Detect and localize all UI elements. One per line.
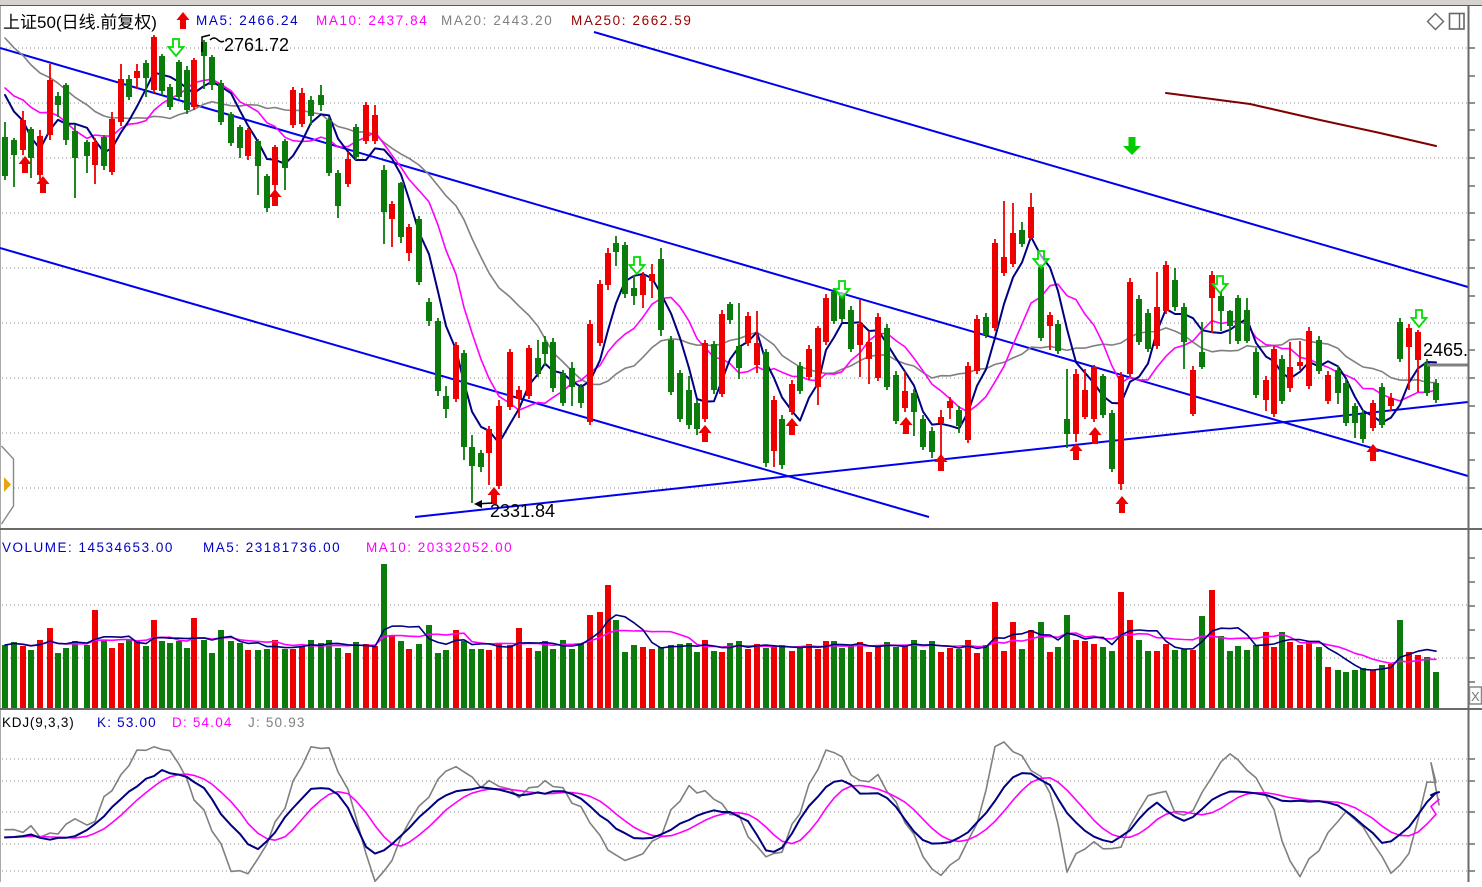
svg-text:MA10: 2437.84: MA10: 2437.84 — [316, 13, 428, 28]
svg-text:2331.84: 2331.84 — [490, 501, 555, 521]
svg-text:2761.72: 2761.72 — [224, 35, 289, 55]
svg-text:MA250: 2662.59: MA250: 2662.59 — [571, 13, 692, 28]
svg-text:MA5: 2466.24: MA5: 2466.24 — [196, 13, 299, 28]
svg-text:上证50(日线.前复权): 上证50(日线.前复权) — [3, 13, 157, 32]
svg-text:J: 50.93: J: 50.93 — [248, 715, 306, 730]
svg-text:MA20: 2443.20: MA20: 2443.20 — [441, 13, 553, 28]
svg-text:MA10: 20332052.00: MA10: 20332052.00 — [366, 540, 513, 555]
svg-text:MA5: 23181736.00: MA5: 23181736.00 — [203, 540, 341, 555]
svg-text:X: X — [1471, 689, 1480, 704]
svg-text:2465.: 2465. — [1423, 340, 1468, 360]
svg-text:K: 53.00: K: 53.00 — [97, 715, 157, 730]
svg-text:KDJ(9,3,3): KDJ(9,3,3) — [2, 715, 75, 730]
svg-text:D: 54.04: D: 54.04 — [172, 715, 233, 730]
svg-text:VOLUME: 14534653.00: VOLUME: 14534653.00 — [2, 540, 174, 555]
